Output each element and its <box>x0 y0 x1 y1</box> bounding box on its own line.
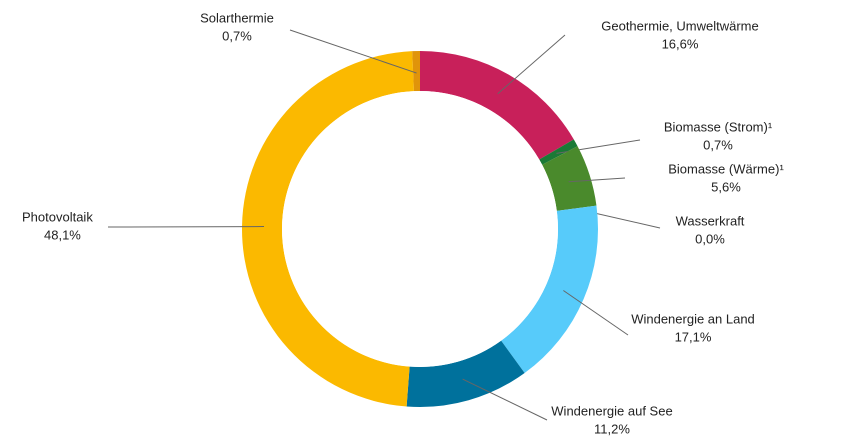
leader-line <box>497 34 566 95</box>
slice-label: Biomasse (Wärme)¹ <box>668 161 784 176</box>
donut-segment <box>542 146 597 211</box>
leader-line <box>462 378 548 421</box>
slice-value: 48,1% <box>44 227 81 242</box>
slice-value: 0,7% <box>703 137 733 152</box>
leader-line <box>563 290 629 336</box>
slice-label: Windenergie auf See <box>551 403 672 418</box>
slice-label: Biomasse (Strom)¹ <box>664 119 773 134</box>
slice-label: Windenergie an Land <box>631 311 755 326</box>
leader-line <box>289 29 417 74</box>
slice-value: 11,2% <box>594 421 630 436</box>
donut-segment <box>501 205 598 374</box>
slice-label: Geothermie, Umweltwärme <box>601 18 759 33</box>
slice-label: Photovoltaik <box>22 209 93 224</box>
slice-value: 5,6% <box>711 179 741 194</box>
donut-segment <box>412 51 420 92</box>
donut-segment <box>406 340 525 408</box>
slice-label: Wasserkraft <box>676 213 745 228</box>
slice-value: 17,1% <box>675 329 712 344</box>
donut-segment <box>539 139 578 165</box>
leader-line <box>568 177 626 183</box>
inner-ring <box>282 91 558 367</box>
slice-value: 16,6% <box>662 36 699 51</box>
slice-label: Solarthermie <box>200 10 274 25</box>
slice-value: 0,7% <box>222 28 252 43</box>
donut-segment <box>241 51 414 407</box>
donut-segment <box>420 51 574 160</box>
slice-value: 0,0% <box>695 231 725 246</box>
